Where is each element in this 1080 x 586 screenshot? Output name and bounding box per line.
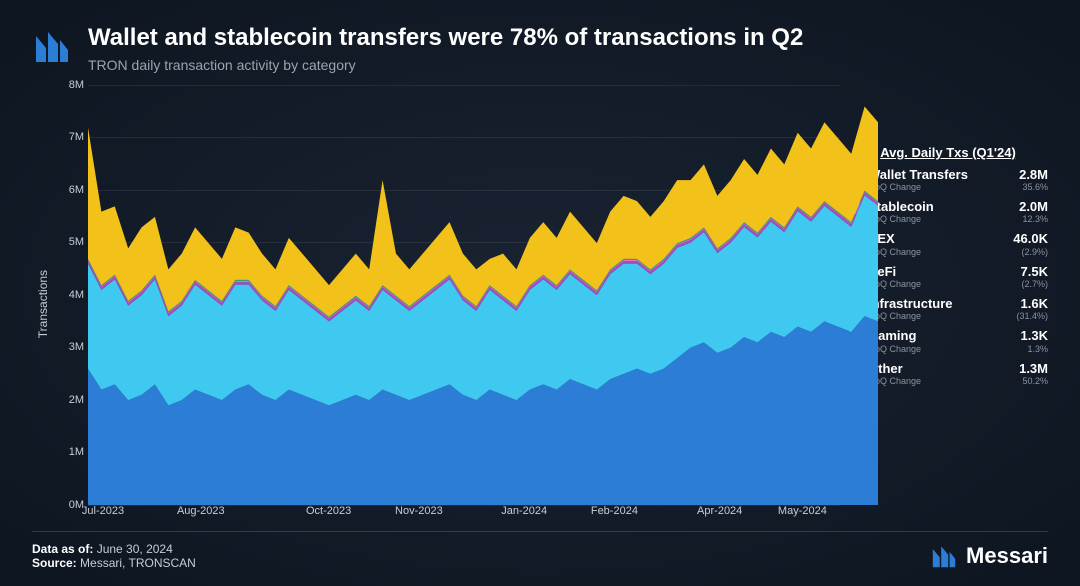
source-label: Source: <box>32 556 77 570</box>
legend-value: 1.6K <box>1016 297 1048 311</box>
source-value: Messari, TRONSCAN <box>80 556 196 570</box>
xtick: Feb-2024 <box>591 505 638 517</box>
asof-value: June 30, 2024 <box>97 542 173 556</box>
xtick: May-2024 <box>778 505 827 517</box>
chart-subtitle: TRON daily transaction activity by categ… <box>88 57 1048 73</box>
legend-sublabel: QoQ Change <box>868 311 953 321</box>
legend-sublabel: QoQ Change <box>868 182 968 192</box>
ytick: 5M <box>50 236 84 248</box>
legend-header: Avg. Daily Txs (Q1'24) <box>848 145 1048 160</box>
legend: Avg. Daily Txs (Q1'24) Wallet TransfersQ… <box>848 85 1048 523</box>
stacked-area-svg <box>88 85 878 505</box>
header: Wallet and stablecoin transfers were 78%… <box>32 24 1048 73</box>
xtick: Apr-2024 <box>697 505 742 517</box>
legend-value: 2.0M <box>1019 200 1048 214</box>
legend-value: 2.8M <box>1019 168 1048 182</box>
legend-pct: (2.9%) <box>1013 247 1048 257</box>
xtick: Jul-2023 <box>82 505 124 517</box>
ytick: 0M <box>50 499 84 511</box>
ytick: 6M <box>50 184 84 196</box>
asof-label: Data as of: <box>32 542 93 556</box>
brand-name: Messari <box>966 543 1048 569</box>
xtick: Jan-2024 <box>501 505 547 517</box>
ytick: 3M <box>50 341 84 353</box>
xtick: Oct-2023 <box>306 505 351 517</box>
legend-name: Infrastructure <box>868 297 953 311</box>
chart-title: Wallet and stablecoin transfers were 78%… <box>88 24 1048 53</box>
legend-item: InfrastructureQoQ Change 1.6K(31.4%) <box>848 297 1048 321</box>
legend-item: DeFiQoQ Change7.5K(2.7%) <box>848 265 1048 289</box>
legend-name: Wallet Transfers <box>868 168 968 182</box>
legend-pct: (2.7%) <box>1021 279 1048 289</box>
legend-item: OtherQoQ Change1.3M50.2% <box>848 362 1048 386</box>
xaxis: Jul-2023Aug-2023Oct-2023Nov-2023Jan-2024… <box>88 505 840 523</box>
legend-value: 1.3K <box>1021 329 1048 343</box>
brand-wordmark: Messari <box>930 542 1048 570</box>
xtick: Aug-2023 <box>177 505 225 517</box>
ytick: 7M <box>50 131 84 143</box>
ytick: 4M <box>50 289 84 301</box>
legend-pct: 50.2% <box>1019 376 1048 386</box>
legend-pct: 12.3% <box>1019 214 1048 224</box>
legend-pct: (31.4%) <box>1016 311 1048 321</box>
plot-area: 0M1M2M3M4M5M6M7M8M <box>50 85 840 505</box>
legend-item: StablecoinQoQ Change2.0M12.3% <box>848 200 1048 224</box>
legend-value: 1.3M <box>1019 362 1048 376</box>
legend-value: 7.5K <box>1021 265 1048 279</box>
yaxis-label: Transactions <box>32 85 50 523</box>
brand-logo-icon <box>32 26 72 66</box>
xtick: Nov-2023 <box>395 505 443 517</box>
ytick: 1M <box>50 446 84 458</box>
legend-pct: 35.6% <box>1019 182 1048 192</box>
ytick: 2M <box>50 394 84 406</box>
legend-item: GamingQoQ Change1.3K1.3% <box>848 329 1048 353</box>
legend-value: 46.0K <box>1013 232 1048 246</box>
footer: Data as of: June 30, 2024 Source: Messar… <box>32 531 1048 570</box>
ytick: 8M <box>50 79 84 91</box>
brand-logo-icon <box>930 542 958 570</box>
legend-item: CEXQoQ Change46.0K(2.9%) <box>848 232 1048 256</box>
legend-item: Wallet TransfersQoQ Change 2.8M35.6% <box>848 168 1048 192</box>
chart: Transactions 0M1M2M3M4M5M6M7M8M Jul-2023… <box>32 85 840 523</box>
legend-pct: 1.3% <box>1021 344 1048 354</box>
